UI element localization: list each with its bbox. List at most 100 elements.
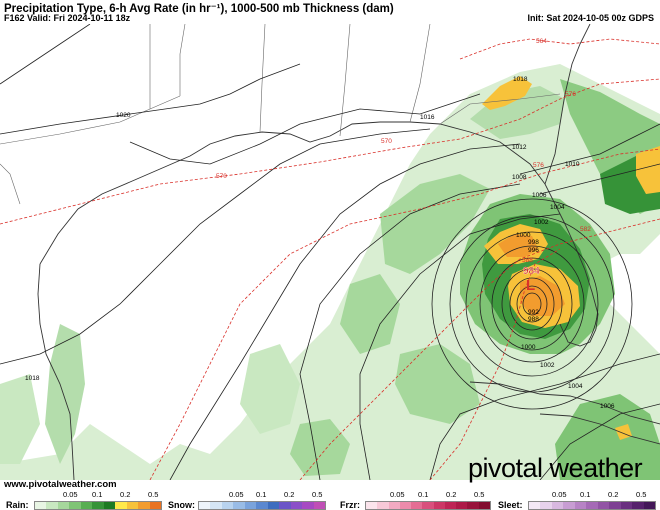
legend-tick: 0.2: [608, 490, 619, 499]
legend-swatch: [302, 502, 314, 509]
legend-swatch: [422, 502, 434, 509]
legend-swatch: [267, 502, 280, 509]
isobar-label: 1018: [25, 375, 40, 382]
header: Precipitation Type, 6-h Avg Rate (in hr⁻…: [0, 0, 660, 24]
legend-swatch: [57, 502, 70, 509]
legend-swatch: [256, 502, 268, 509]
isobar-label: 1006: [600, 403, 615, 410]
legend-swatch: [199, 502, 211, 509]
legend-swatch: [126, 502, 139, 509]
legend-swatch: [597, 502, 610, 509]
legend-swatch: [399, 502, 412, 509]
isobar-label: 998: [528, 239, 539, 246]
legend-frzr-scale: [365, 501, 491, 510]
isobar-label: 1016: [420, 114, 435, 121]
thickness-labels: 564 570 570 576 576 582 588: [216, 38, 591, 264]
low-pressure-value: 984: [523, 266, 540, 277]
legend-tick: 0.05: [229, 490, 244, 499]
legend-tick: 0.05: [63, 490, 78, 499]
legend-snow-label: Snow:: [168, 500, 195, 510]
legend-swatch: [411, 502, 423, 509]
legend-swatch: [279, 502, 291, 509]
legend-swatch: [388, 502, 400, 509]
legend-sleet-scale: [528, 501, 656, 510]
init-time: Init: Sat 2024-10-05 00z GDPS: [527, 13, 654, 23]
legend-tick: 0.5: [312, 490, 323, 499]
isobar-label: 992: [528, 309, 539, 316]
legend-tick: 0.1: [256, 490, 267, 499]
legend-swatch: [563, 502, 575, 509]
thickness-lines: [0, 38, 660, 480]
coastlines: [37, 24, 660, 480]
legend-swatch: [632, 502, 644, 509]
legend-swatch: [433, 502, 445, 509]
legend-snow-scale: [198, 501, 326, 510]
legend-swatch: [529, 502, 541, 509]
legend-swatch: [366, 502, 378, 509]
legend-swatch: [69, 502, 81, 509]
legend-swatch: [551, 502, 564, 509]
thickness-label: 570: [381, 138, 392, 145]
legend-swatch: [377, 502, 389, 509]
thickness-label: 588: [522, 257, 533, 264]
legend-tick: 0.1: [92, 490, 103, 499]
isobar-label: 1010: [565, 161, 580, 168]
website-url: www.pivotalweather.com: [4, 479, 117, 490]
low-pressure-center: 984 L: [523, 266, 540, 294]
legend-sleet-label: Sleet:: [498, 500, 523, 510]
brand-logo: pivotal weather: [468, 453, 643, 483]
legend-tick: 0.5: [474, 490, 485, 499]
legend-swatch: [149, 502, 161, 509]
isobar-label: 1000: [516, 232, 531, 239]
legend-swatch: [103, 502, 116, 509]
isobar-label: 1004: [550, 204, 565, 211]
legend-swatch: [221, 502, 234, 509]
legend-swatch: [620, 502, 633, 509]
isobar-label: 988: [528, 316, 539, 323]
legend-swatch: [444, 502, 457, 509]
isobar-label: 1008: [512, 174, 527, 181]
precip-type-legend: Rain: 0.05 0.1 0.2 0.5 Snow: 0.05 0.1 0.…: [0, 490, 660, 510]
state-borders: [0, 24, 561, 205]
isobar-labels: 1020 1018 1016 1018 1012 1010 1008 1006 …: [25, 76, 615, 410]
legend-tick: 0.2: [120, 490, 131, 499]
legend-swatch: [467, 502, 479, 509]
isobar-label: 1000: [521, 344, 536, 351]
map-title: Precipitation Type, 6-h Avg Rate (in hr⁻…: [4, 3, 394, 15]
isobar-label: 1020: [116, 112, 131, 119]
legend-swatch: [540, 502, 552, 509]
legend-tick: 0.1: [418, 490, 429, 499]
legend-swatch: [115, 502, 127, 509]
low-pressure-symbol: L: [526, 277, 535, 294]
legend-swatch: [92, 502, 104, 509]
isobar-label: 1004: [568, 383, 583, 390]
legend-swatch: [643, 502, 655, 509]
legend-rain-label: Rain:: [6, 500, 29, 510]
legend-tick: 0.1: [580, 490, 591, 499]
legend-swatch: [478, 502, 490, 509]
legend-swatch: [138, 502, 150, 509]
legend-tick: 0.2: [446, 490, 457, 499]
legend-tick: 0.05: [552, 490, 567, 499]
isobar-label: 1018: [513, 76, 528, 83]
isobar-label: 1002: [540, 362, 555, 369]
legend-swatch: [456, 502, 468, 509]
isobar-label: 1006: [532, 192, 547, 199]
weather-map: 1020 1018 1016 1018 1012 1010 1008 1006 …: [0, 24, 660, 480]
legend-swatch: [233, 502, 245, 509]
isobar-label: 996: [528, 247, 539, 254]
isobar-label: 1012: [512, 144, 527, 151]
legend-tick: 0.5: [148, 490, 159, 499]
legend-tick: 0.2: [284, 490, 295, 499]
isobar-label: 1002: [534, 219, 549, 226]
legend-swatch: [609, 502, 621, 509]
legend-frzr-label: Frzr:: [340, 500, 360, 510]
thickness-label: 564: [536, 38, 547, 45]
legend-swatch: [586, 502, 598, 509]
legend-tick: 0.5: [636, 490, 647, 499]
isobars: [0, 24, 660, 480]
legend-swatch: [46, 502, 58, 509]
legend-swatch: [244, 502, 257, 509]
legend-swatch: [210, 502, 222, 509]
legend-swatch: [290, 502, 303, 509]
